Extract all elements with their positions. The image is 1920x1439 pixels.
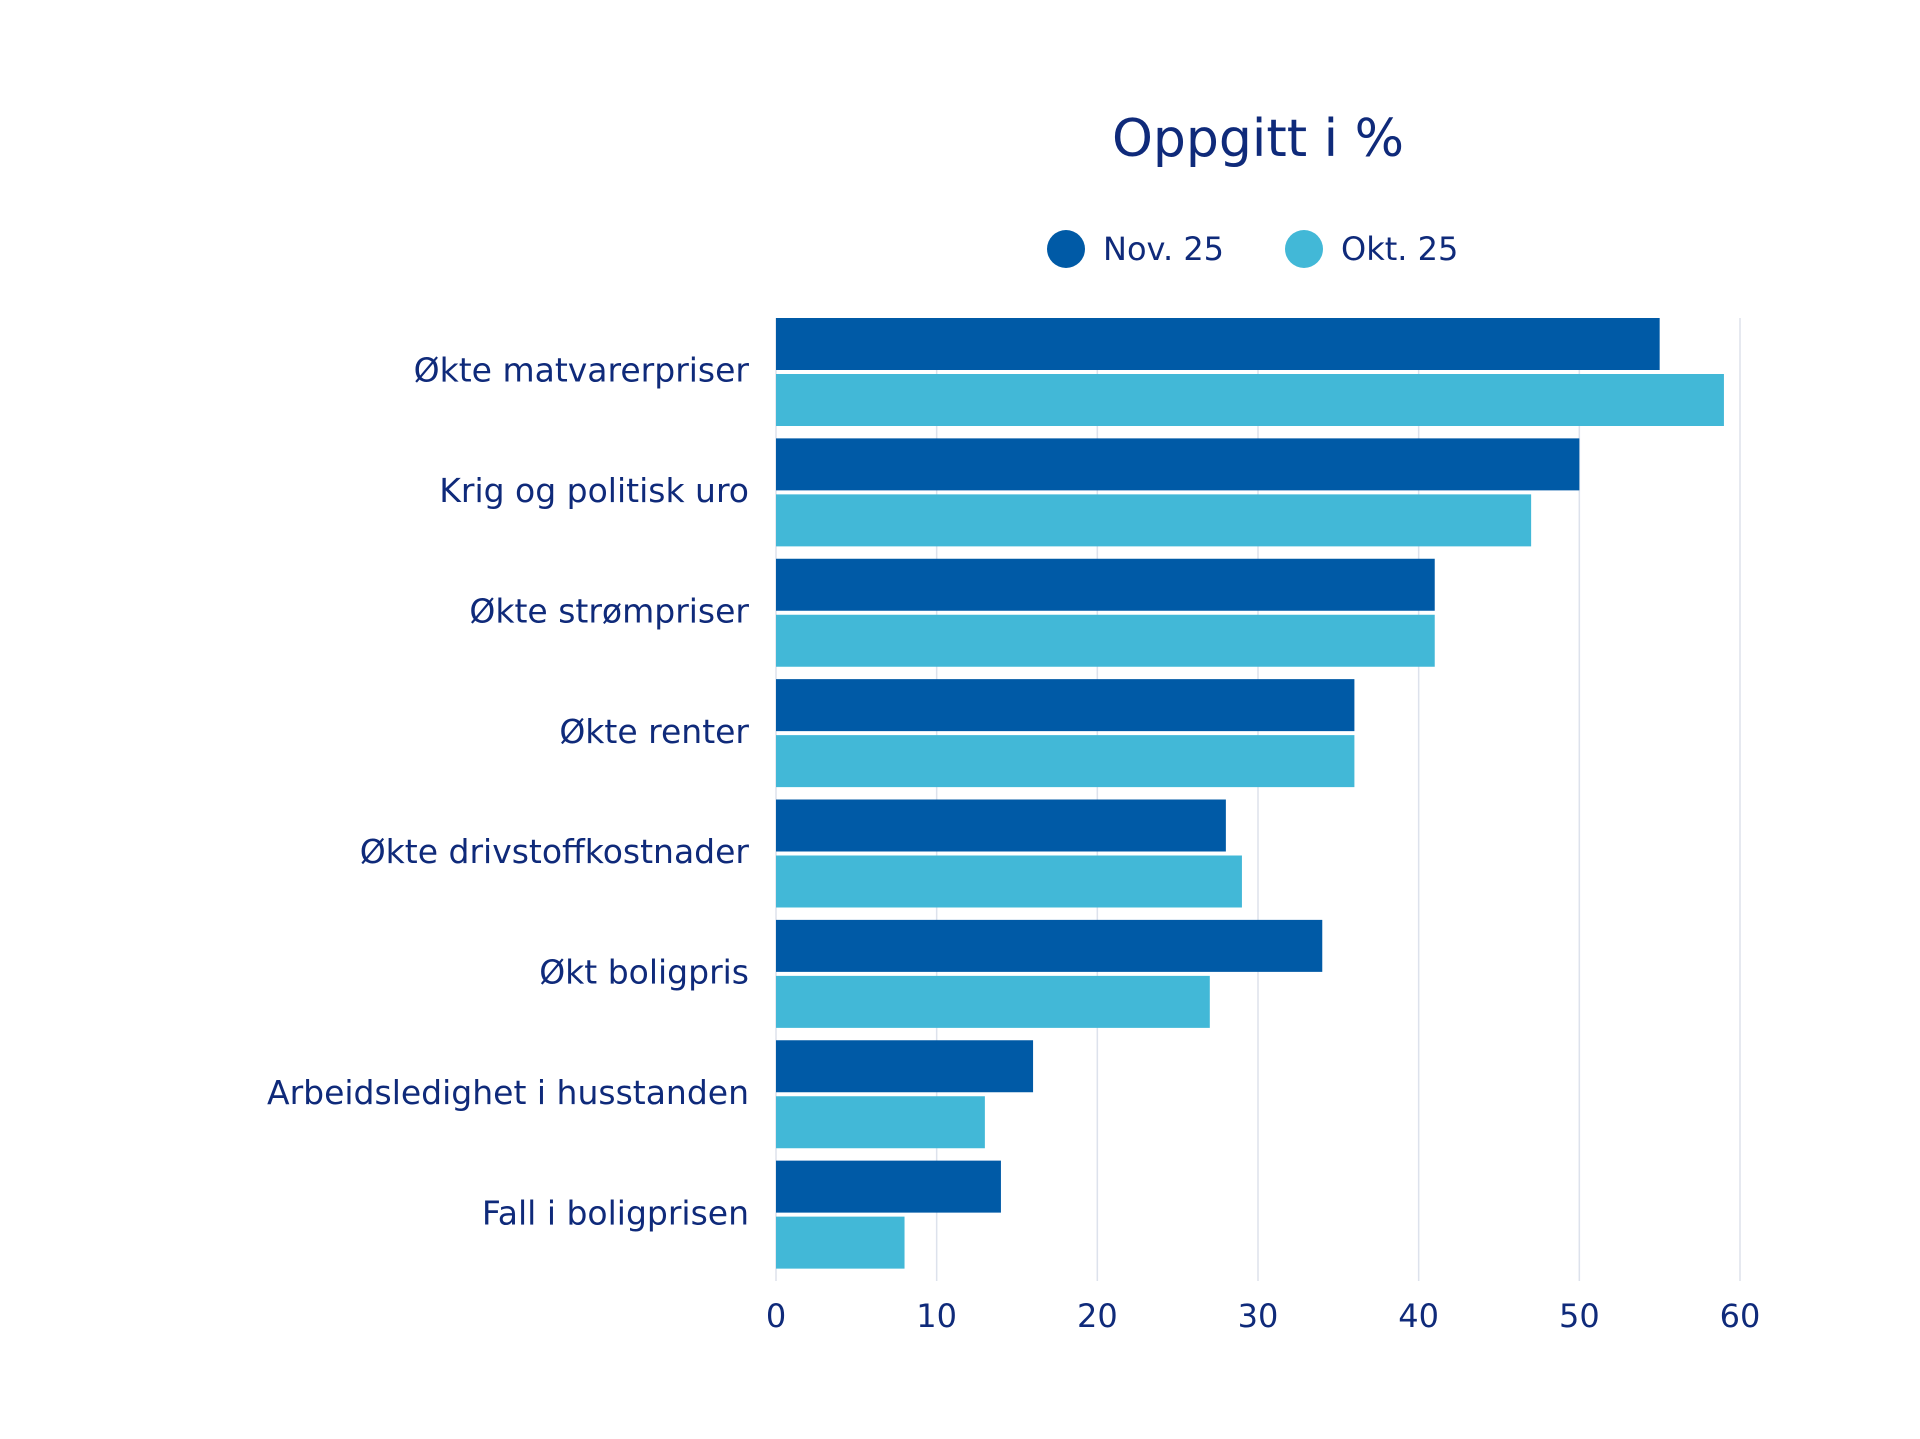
legend-label: Nov. 25	[1103, 230, 1224, 268]
bar	[776, 558, 1435, 611]
y-tick-label: Økt boligpris	[539, 953, 749, 992]
bar	[776, 855, 1242, 908]
bar	[776, 494, 1532, 547]
x-tick-label: 60	[1720, 1297, 1761, 1335]
bar	[776, 919, 1323, 972]
legend-marker	[1285, 230, 1323, 268]
x-tick-label: 20	[1077, 1297, 1118, 1335]
bar	[776, 1160, 1001, 1213]
x-tick-label: 50	[1559, 1297, 1600, 1335]
bar	[776, 318, 1660, 370]
bar	[776, 374, 1724, 426]
bar	[776, 679, 1355, 732]
bar	[776, 799, 1226, 852]
bar	[776, 438, 1580, 491]
y-tick-label: Økte strømpriser	[469, 591, 749, 630]
bar	[776, 1216, 905, 1269]
y-tick-label: Økte renter	[559, 712, 749, 751]
y-tick-label: Økte matvarerpriser	[414, 351, 750, 390]
y-tick-label: Økte drivstoffkostnader	[360, 832, 750, 871]
bar	[776, 735, 1355, 788]
legend-label: Okt. 25	[1341, 230, 1458, 268]
x-tick-label: 30	[1238, 1297, 1279, 1335]
y-tick-label: Arbeidsledighet i husstanden	[267, 1073, 749, 1112]
x-tick-label: 40	[1398, 1297, 1439, 1335]
bar	[776, 1040, 1034, 1093]
y-tick-label: Krig og politisk uro	[439, 471, 749, 510]
bar	[776, 975, 1210, 1028]
chart-title: Oppgitt i %	[1112, 109, 1404, 169]
bar	[776, 1096, 985, 1149]
y-tick-label: Fall i boligprisen	[482, 1193, 749, 1232]
legend-marker	[1047, 230, 1085, 268]
bar	[776, 614, 1435, 667]
x-tick-label: 0	[766, 1297, 786, 1335]
x-tick-label: 10	[916, 1297, 957, 1335]
